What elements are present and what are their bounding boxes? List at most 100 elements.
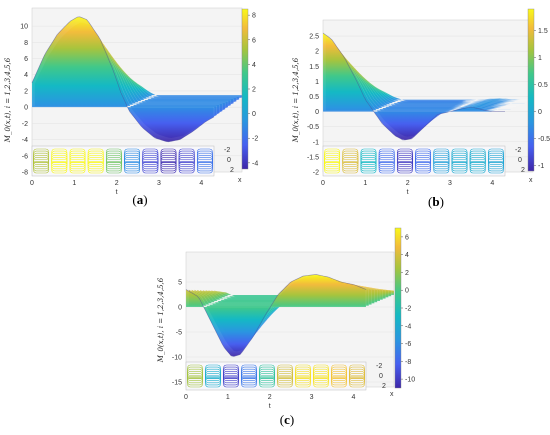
z-tick-label: 1.5: [309, 64, 319, 71]
contour-line: [433, 161, 450, 163]
z-tick-label: -1: [313, 139, 319, 146]
x-tick-label: 0: [518, 157, 522, 164]
contour-line: [259, 377, 275, 379]
z-tick-label: 5: [178, 280, 182, 287]
colorbar-tick-label: 0: [405, 288, 409, 295]
x-tick-label: -2: [376, 363, 382, 370]
contour-line: [187, 375, 203, 377]
x-axis-label: x: [390, 391, 394, 398]
contour-line: [313, 375, 329, 377]
colorbar-tick-label: -10: [405, 377, 415, 384]
z-tick-label: -2: [22, 121, 28, 128]
surface-front-edge: [322, 32, 505, 141]
contour-line: [415, 161, 431, 163]
z-tick-label: 10: [20, 24, 28, 31]
z-tick-label: -10: [172, 355, 182, 362]
x-tick-label: 0: [227, 157, 231, 164]
contour-line: [124, 161, 140, 163]
colorbar-tick-label: 6: [252, 37, 256, 44]
contour-line: [106, 161, 122, 163]
x-tick-label: -2: [515, 147, 521, 154]
contour-floor: [322, 145, 506, 177]
contour-line: [277, 375, 293, 377]
z-tick-label: 2: [315, 49, 319, 56]
z-tick-label: 4: [24, 72, 28, 79]
panel-label: (a): [132, 192, 147, 207]
t-tick-label: 1: [226, 394, 230, 401]
colorbar-tick-label: 0.5: [538, 82, 548, 89]
colorbar-tick-label: 1: [538, 55, 542, 62]
z-tick-label: 0: [24, 105, 28, 112]
x-axis-label: x: [529, 177, 533, 184]
t-tick-label: 1: [363, 180, 367, 187]
t-tick-label: 3: [448, 180, 452, 187]
x-tick-label: -2: [224, 147, 230, 154]
panel-label: (c): [280, 412, 294, 427]
colorbar-tick-label: 6: [405, 234, 409, 241]
z-tick-label: 0: [315, 109, 319, 116]
t-tick-label: 3: [310, 394, 314, 401]
colorbar-tick-label: -2: [405, 306, 411, 313]
contour-line: [313, 377, 329, 379]
contour-line: [259, 375, 275, 377]
surface-plot-2: -2-1.5-1-0.500.511.522.50 1 2 3 4t-202xM_0(x…: [292, 8, 550, 209]
contour-line: [51, 161, 68, 163]
x-tick-label: 2: [521, 167, 525, 174]
z-tick-label: -5: [176, 330, 182, 337]
z-axis-label: M_0(x,t), i = 1,2,3,4,5,6: [4, 57, 12, 143]
z-tick-label: -2: [313, 170, 319, 177]
x-tick-label: 0: [379, 373, 383, 380]
colorbar-tick-label: -8: [405, 359, 411, 366]
z-tick-label: -8: [22, 170, 28, 177]
colorbar-tick-label: -4: [405, 323, 411, 330]
contour-line: [187, 377, 203, 379]
t-tick-label: 2: [268, 394, 272, 401]
contour-line: [142, 161, 159, 163]
contour-line: [487, 161, 504, 163]
contour-line: [223, 375, 239, 377]
contour-line: [469, 161, 486, 163]
contour-line: [241, 375, 257, 377]
z-tick-label: -0.5: [307, 124, 319, 131]
z-tick-label: 2.5: [309, 34, 319, 41]
t-tick-label: 2: [406, 180, 410, 187]
x-axis-label: x: [238, 177, 242, 184]
colorbar-tick-label: 0: [252, 111, 256, 118]
z-tick-label: 0: [178, 305, 182, 312]
colorbar-tick-label: 2: [405, 270, 409, 277]
contour-line: [197, 161, 213, 163]
colorbar: [527, 8, 535, 172]
contour-line: [342, 161, 359, 163]
contour-line: [205, 375, 221, 377]
colorbar-tick-label: -1: [538, 163, 544, 170]
z-tick-label: 0.5: [309, 94, 319, 101]
t-tick-label: 1: [72, 180, 76, 187]
t-axis-label: t: [269, 403, 271, 410]
colorbar-tick-label: -0.5: [538, 136, 550, 143]
t-tick-label: 0: [184, 394, 188, 401]
z-tick-label: -1.5: [307, 154, 319, 161]
t-tick-label: 4: [351, 394, 355, 401]
x-tick-label: 2: [382, 383, 386, 390]
colorbar-tick-label: 1.5: [538, 28, 548, 35]
contour-line: [160, 161, 177, 163]
colorbar-tick-label: -4: [252, 160, 258, 167]
t-tick-label: 4: [490, 180, 494, 187]
colorbar-tick-label: 8: [252, 13, 256, 20]
contour-line: [324, 161, 340, 163]
colorbar-tick-label: 4: [405, 252, 409, 259]
t-tick-label: 0: [30, 180, 34, 187]
contour-line: [277, 377, 293, 379]
contour-line: [241, 377, 257, 379]
t-axis-label: t: [116, 189, 118, 196]
colorbar: [241, 8, 249, 170]
colorbar-tick-label: -2: [252, 136, 258, 143]
contour-line: [69, 161, 86, 163]
colorbar: [394, 227, 402, 389]
surface-front-edge: [31, 16, 215, 143]
contour-line: [451, 161, 468, 163]
contour-line: [396, 161, 413, 163]
t-tick-label: 0: [321, 180, 325, 187]
